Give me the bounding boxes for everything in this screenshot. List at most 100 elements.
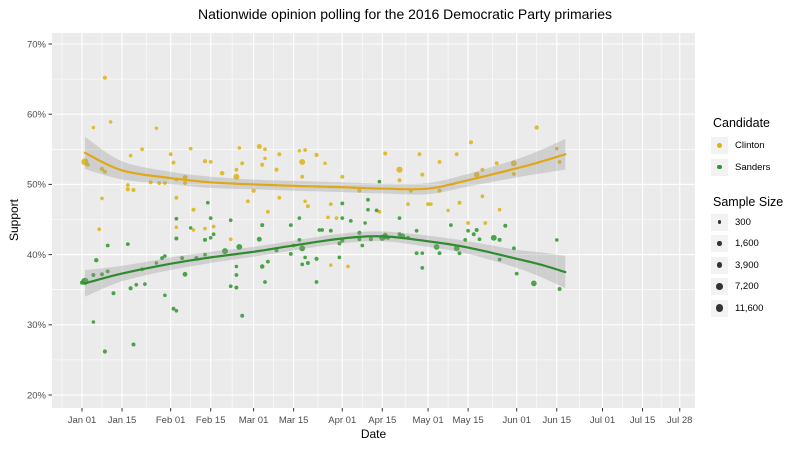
data-point [510, 160, 517, 167]
x-tick-label: May 15 [453, 415, 484, 426]
x-tick-label: Jul 28 [667, 415, 692, 426]
data-point [259, 264, 265, 269]
legend-item-sanders: Sanders [711, 158, 771, 176]
data-point [263, 156, 267, 161]
data-point [314, 256, 319, 261]
data-point [183, 181, 187, 185]
legend-size-label: 7,200 [735, 281, 759, 292]
data-point [154, 126, 159, 130]
data-point [174, 308, 179, 313]
data-point [366, 207, 370, 212]
x-tick-label: Apr 01 [328, 415, 356, 426]
data-point [494, 161, 499, 166]
data-point [211, 232, 216, 237]
data-point [277, 152, 282, 157]
data-point [328, 202, 333, 207]
data-point [414, 228, 419, 233]
data-point [474, 227, 479, 233]
data-point [299, 158, 306, 165]
data-point [91, 125, 96, 130]
legend-key [711, 278, 728, 295]
data-point [437, 188, 442, 193]
data-point [328, 228, 333, 233]
data-point [360, 243, 365, 248]
data-point [134, 282, 139, 287]
data-point [222, 248, 228, 255]
data-point [457, 200, 462, 205]
data-point [182, 271, 188, 277]
data-point [256, 236, 262, 242]
data-point [340, 201, 345, 206]
data-point [234, 264, 239, 269]
data-point [160, 256, 165, 261]
x-tick-label: Jan 15 [108, 415, 137, 426]
data-point [265, 259, 270, 264]
y-tick-label: 20% [27, 390, 47, 401]
data-point [303, 148, 307, 152]
data-point [503, 223, 508, 228]
data-point [125, 183, 130, 188]
data-point [246, 199, 250, 204]
data-point [396, 166, 403, 173]
data-point [240, 161, 245, 166]
data-point [473, 171, 480, 178]
data-point [102, 169, 107, 174]
data-point [105, 243, 110, 248]
legend-size-label: 3,900 [735, 259, 759, 271]
confidence-band-sanders [84, 231, 566, 297]
data-point [297, 148, 302, 153]
data-point [240, 313, 245, 318]
data-point [314, 152, 319, 157]
data-point [234, 167, 239, 172]
data-point [263, 147, 267, 152]
data-point [433, 244, 440, 250]
data-point [346, 264, 350, 269]
data-point [143, 282, 147, 286]
data-point [480, 167, 485, 172]
y-tick-label: 40% [27, 250, 47, 261]
data-point [300, 262, 305, 267]
data-point [265, 209, 270, 214]
legend-size-item: 300 [711, 213, 751, 231]
data-point [100, 272, 104, 277]
data-point [420, 251, 425, 256]
data-point [314, 280, 319, 284]
data-point [334, 216, 339, 220]
data-point [102, 349, 107, 354]
data-point [171, 160, 176, 165]
size-dot-icon [717, 220, 722, 224]
data-point [234, 273, 239, 277]
data-point [288, 251, 293, 256]
data-point [514, 271, 519, 276]
data-point [406, 202, 410, 206]
data-point [534, 125, 539, 130]
data-point [234, 285, 239, 290]
data-point [237, 146, 242, 150]
legend-item-label: Sanders [735, 161, 771, 173]
x-tick-label: Feb 01 [156, 415, 186, 426]
data-point [374, 208, 379, 213]
legend-key [711, 256, 728, 274]
size-dot-icon [715, 304, 724, 312]
legend-key [711, 158, 728, 176]
data-point [108, 120, 113, 124]
x-tick-label: May 01 [412, 415, 443, 426]
data-point [233, 173, 240, 180]
data-point [377, 179, 382, 184]
data-point [263, 280, 267, 284]
data-point [429, 202, 433, 206]
data-point [85, 162, 90, 167]
data-point [297, 216, 302, 220]
size-dot-icon [716, 262, 723, 268]
data-point [91, 273, 96, 277]
x-tick-label: Apr 15 [368, 415, 396, 426]
data-point [377, 209, 382, 214]
data-point [251, 188, 256, 193]
data-point [357, 237, 362, 242]
data-point [453, 245, 460, 252]
data-point [557, 159, 562, 164]
axis-ticks: Jan 01 Jan 15 Feb 01 Feb 15 Mar 01 Mar 15 Apr … [27, 39, 692, 426]
data-point [531, 280, 537, 287]
legend-size-title: Sample Size [713, 195, 784, 209]
